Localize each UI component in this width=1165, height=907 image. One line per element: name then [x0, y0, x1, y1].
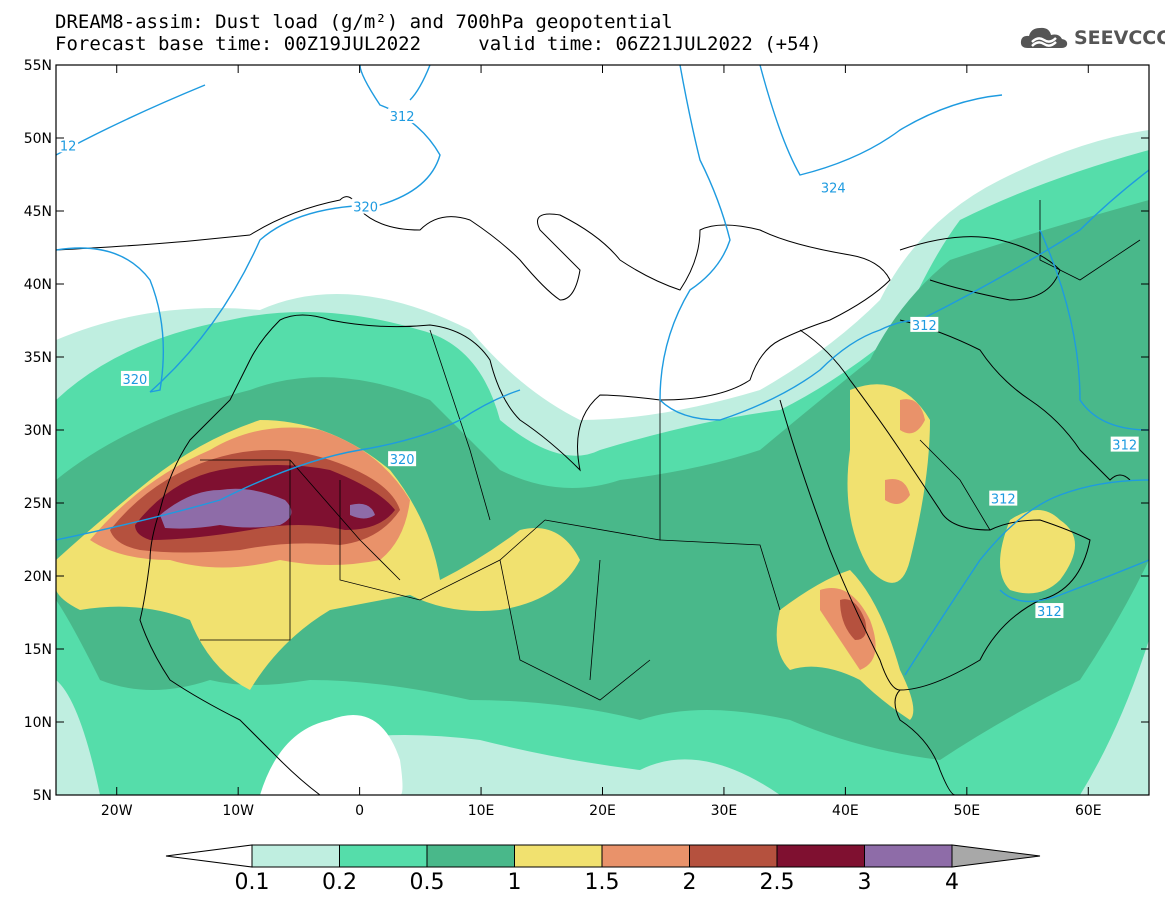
contour-label: 312 [991, 493, 1016, 508]
axis-ticks: 20W 10W 0 10E 20E 30E 40E 50E 60E 55N 50N 45N 40N 35N… [24, 58, 1149, 819]
lat-tick-label: 25N [24, 496, 52, 512]
colorbar [165, 844, 1041, 868]
colorbar-label: 4 [945, 870, 959, 895]
contour-label-bg [910, 316, 939, 332]
colorbar-swatch [689, 844, 778, 868]
contour-label: 12 [60, 139, 77, 154]
base-time: Forecast base time: 00Z19JUL2022 [55, 33, 422, 55]
lon-tick-label: 10E [468, 803, 495, 819]
lat-tick-label: 40N [24, 277, 52, 293]
contour-label: 320 [353, 201, 378, 216]
lon-tick-label: 0 [355, 803, 364, 819]
dust-region-4 [160, 488, 292, 529]
lon-tick-label: 60E [1075, 803, 1102, 819]
lat-tick-label: 35N [24, 350, 52, 366]
coastlines [56, 196, 1131, 795]
colorbar-label: 2 [682, 870, 697, 895]
logo-text: SEEVCCC [1074, 27, 1165, 49]
contour-label-bg [819, 179, 848, 195]
colorbar-label: 0.1 [234, 870, 270, 895]
contour-label: 312 [912, 319, 937, 334]
map-title-line1: DREAM8-assim: Dust load (g/m²) and 700hP… [55, 11, 673, 33]
geopotential-labels: 12 312 320 324 320 320 312 312 312 312 [58, 108, 1139, 620]
valid-time: valid time: 06Z21JUL2022 (+54) [478, 33, 822, 55]
contour-label: 312 [390, 110, 415, 125]
colorbar-under-arrow [165, 844, 253, 868]
lat-tick-label: 55N [24, 58, 52, 74]
contour-label-bg [120, 370, 149, 386]
lat-tick-label: 20N [24, 569, 52, 585]
colorbar-label: 0.2 [322, 870, 357, 895]
contour-label-bg [1035, 603, 1064, 619]
contour-label-bg [58, 137, 79, 153]
contour-label-bg [388, 451, 417, 467]
colorbar-swatch [251, 844, 340, 868]
colorbar-swatch [601, 844, 690, 868]
country-borders [200, 200, 1141, 701]
seevccc-logo: SEEVCCC [1018, 24, 1165, 52]
lon-tick-label: 10W [222, 803, 254, 819]
colorbar-label: 0.5 [409, 870, 445, 895]
contour-label: 320 [123, 373, 148, 388]
colorbar-swatch [426, 844, 515, 868]
lat-tick-label: 15N [24, 642, 52, 658]
lon-tick-label: 20W [101, 803, 133, 819]
lon-tick-label: 20E [589, 803, 616, 819]
lat-tick-label: 50N [24, 131, 52, 147]
dust-field: 12 312 320 324 320 320 312 312 312 312 [56, 65, 1149, 795]
colorbar-swatch [776, 844, 865, 868]
cloud-logo-icon [1020, 27, 1068, 48]
colorbar-swatch [339, 844, 428, 868]
lon-tick-label: 50E [953, 803, 980, 819]
map-title-line2: Forecast base time: 00Z19JUL2022 valid t… [55, 34, 821, 54]
lon-tick-label: 40E [832, 803, 859, 819]
lat-tick-label: 45N [24, 204, 52, 220]
contour-label-bg [989, 490, 1018, 506]
colorbar-label: 1.5 [584, 870, 620, 895]
lon-tick-label: 30E [711, 803, 738, 819]
geopotential-contours [56, 65, 1149, 676]
contour-label-bg [388, 108, 417, 124]
contour-label: 320 [390, 453, 415, 468]
colorbar-label: 3 [857, 870, 872, 895]
lat-tick-label: 30N [24, 423, 52, 439]
lat-tick-label: 5N [33, 788, 52, 804]
colorbar-label: 2.5 [759, 870, 795, 895]
contour-label: 312 [1112, 439, 1137, 454]
colorbar-swatch [864, 844, 953, 868]
colorbar-label: 1 [507, 870, 522, 895]
colorbar-swatch [514, 844, 603, 868]
contour-label: 312 [1037, 605, 1062, 620]
colorbar-over-arrow [951, 844, 1041, 868]
contour-label-bg [351, 198, 380, 214]
contour-label: 324 [821, 182, 846, 197]
contour-label-bg [1110, 436, 1139, 452]
lat-tick-label: 10N [24, 715, 52, 731]
